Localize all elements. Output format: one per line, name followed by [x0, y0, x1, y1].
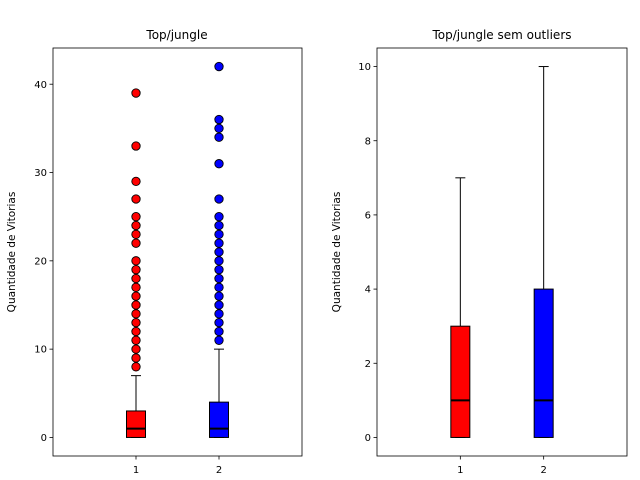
left-chart-y-tick-label: 30 [34, 168, 47, 179]
left-chart-box-1 [126, 410, 146, 438]
left-chart-outlier-point [214, 300, 224, 310]
left-chart-outlier-point [131, 317, 141, 328]
left-chart-outlier-point [214, 335, 224, 345]
left-chart-outlier-point [214, 273, 224, 284]
left-chart-outlier-point [131, 353, 141, 363]
right-chart-box-2 [533, 288, 554, 438]
right-chart-y-axis-label: Quantidade de Vitorias [331, 192, 343, 313]
left-chart-outlier-point [214, 309, 224, 319]
left-chart-outlier-point [131, 326, 141, 337]
right-chart-y-tick-label: 4 [365, 285, 371, 296]
left-chart-outlier-point [131, 141, 141, 151]
left-chart-y-tick-label: 0 [41, 433, 47, 444]
left-chart-outlier-point [131, 282, 141, 292]
right-chart-y-tick-label: 8 [365, 136, 371, 147]
left-chart-outlier-point [131, 291, 141, 301]
right-chart-y-tick-label: 0 [365, 433, 371, 444]
left-chart-outlier-point [131, 220, 141, 231]
left-chart-box-2 [209, 401, 229, 438]
left-chart-outlier-point [214, 132, 224, 142]
left-chart-x-tick-label: 2 [216, 465, 222, 476]
left-chart-outlier-point [131, 229, 141, 239]
left-chart-outlier-point [214, 229, 224, 239]
left-chart-outlier-point [131, 176, 141, 187]
left-chart-marks: 0 10 20 30 40 1 2 [34, 61, 229, 476]
left-chart-outlier-point [214, 317, 224, 328]
left-chart-outlier-point [131, 362, 141, 372]
left-chart-outlier-point [214, 282, 224, 292]
left-chart-y-tick-label: 20 [34, 256, 47, 267]
left-chart-outlier-point [131, 273, 141, 284]
right-chart-x-tick-label: 2 [540, 465, 546, 476]
right-chart-title: Top/jungle sem outliers [431, 28, 571, 42]
left-chart-x-tick-label: 1 [133, 465, 139, 476]
left-chart-outlier-point [131, 309, 141, 319]
left-chart-outlier-point [214, 114, 224, 125]
left-chart-outlier-point [131, 88, 141, 98]
left-chart-outlier-point [131, 238, 141, 248]
left-chart-outlier-point [214, 123, 224, 134]
left-chart-y-tick-label: 10 [34, 345, 47, 356]
right-chart-y-tick-label: 2 [365, 359, 371, 370]
left-chart-panel: Top/jungle Quantidade de Vitorias 0 10 20 3… [6, 28, 303, 476]
right-chart-box-1 [450, 325, 471, 438]
left-chart-y-axis-label: Quantidade de Vitorias [6, 192, 18, 313]
right-chart-panel: Top/jungle sem outliers Quantidade de Vi… [331, 28, 628, 476]
left-chart-y-tick-label: 40 [34, 80, 47, 91]
left-chart-outlier-point [131, 256, 141, 266]
right-chart-y-tick-label: 10 [358, 62, 371, 73]
left-chart-outlier-point [131, 265, 141, 275]
left-chart-outlier-point [131, 194, 141, 204]
right-chart-plot-area [376, 47, 628, 457]
left-chart-outlier-point [214, 247, 224, 257]
left-chart-outlier-point [214, 159, 224, 169]
left-chart-outlier-point [131, 344, 141, 354]
left-chart-outlier-point [214, 194, 224, 204]
right-chart-y-tick-label: 6 [365, 211, 371, 222]
left-chart-outlier-point [214, 220, 224, 231]
left-chart-outlier-point [214, 256, 224, 266]
left-chart-plot-area [52, 47, 303, 457]
left-chart-outlier-point [214, 61, 224, 72]
left-chart-outlier-point [214, 238, 224, 248]
left-chart-outlier-point [131, 212, 141, 222]
left-chart-outlier-point [214, 291, 224, 301]
left-chart-outlier-point [131, 335, 141, 345]
left-chart-outlier-point [214, 326, 224, 337]
left-chart-outlier-point [214, 212, 224, 222]
left-chart-outlier-point [131, 300, 141, 310]
left-chart-title: Top/jungle [145, 28, 207, 42]
right-chart-x-tick-label: 1 [457, 465, 463, 476]
left-chart-outlier-point [214, 265, 224, 275]
